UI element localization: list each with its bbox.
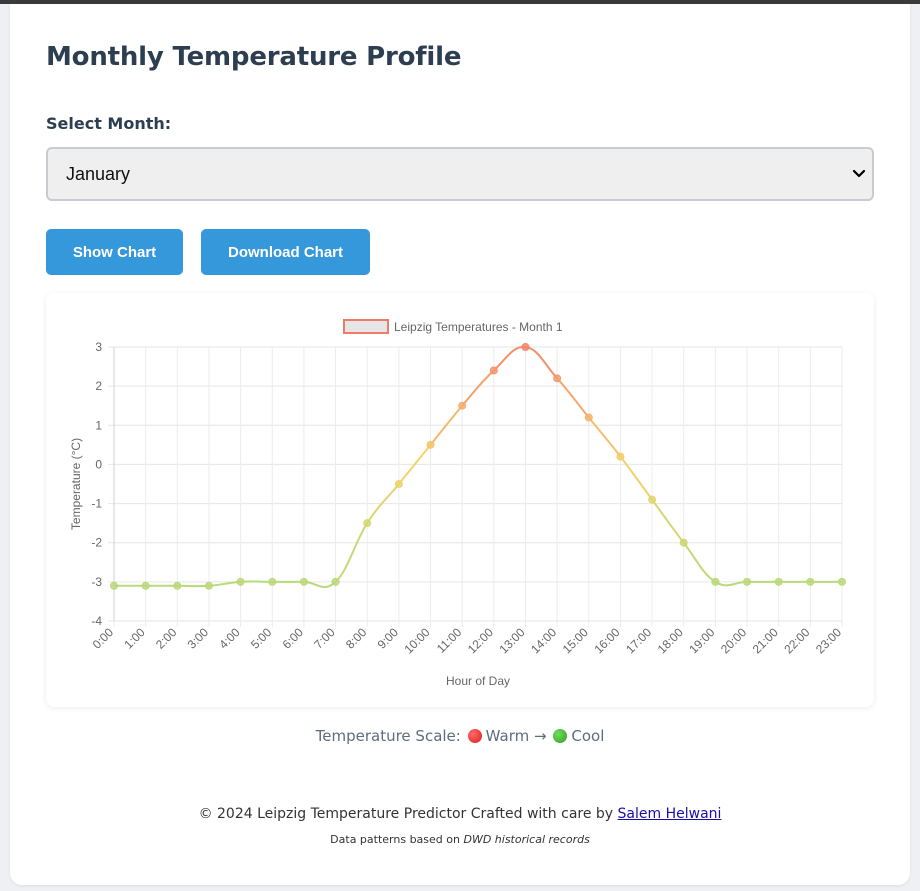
series-line-segment	[461, 369, 495, 407]
data-point	[394, 480, 403, 488]
x-tick-label: 12:00	[465, 625, 496, 656]
data-point	[521, 343, 530, 351]
series-line-segment	[588, 416, 622, 458]
data-point	[711, 577, 720, 586]
footer-credit: © 2024 Leipzig Temperature Predictor Cra…	[10, 806, 910, 822]
series-line-segment	[366, 483, 400, 524]
x-tick-label: 17:00	[623, 625, 654, 656]
y-tick-label: -3	[91, 575, 102, 589]
data-point	[236, 577, 245, 586]
data-point	[299, 577, 308, 586]
series-line-segment	[334, 522, 369, 583]
y-tick-label: 0	[95, 457, 102, 471]
author-link[interactable]: Salem Helwani	[617, 806, 722, 822]
x-tick-label: 6:00	[280, 625, 307, 652]
x-tick-label: 5:00	[248, 625, 275, 652]
scale-arrow: →	[534, 727, 547, 745]
y-tick-label: 1	[95, 418, 102, 432]
top-border	[0, 0, 920, 4]
series-line-segment	[714, 580, 748, 587]
data-point	[584, 413, 593, 422]
data-point	[426, 440, 435, 449]
x-tick-label: 14:00	[528, 625, 559, 656]
x-tick-label: 16:00	[591, 625, 622, 656]
legend-label: Leipzig Temperatures - Month 1	[394, 320, 563, 334]
data-point	[363, 519, 372, 528]
x-tick-label: 21:00	[750, 625, 781, 656]
month-select-value: January	[66, 164, 131, 184]
y-tick-label: 2	[95, 379, 102, 393]
scale-warm: Warm	[485, 727, 530, 745]
legend-swatch	[343, 319, 389, 334]
x-tick-label: 22:00	[781, 625, 812, 656]
data-point	[110, 581, 118, 590]
data-point	[616, 452, 625, 461]
data-point	[679, 538, 688, 547]
series-line-segment	[619, 455, 653, 501]
download-chart-button[interactable]: Download Chart	[201, 229, 370, 275]
cool-circle-icon	[553, 729, 568, 743]
x-tick-label: 2:00	[153, 625, 180, 652]
series-line-segment	[651, 499, 685, 544]
data-point	[173, 581, 182, 590]
x-tick-label: 11:00	[434, 625, 465, 656]
x-tick-label: 23:00	[813, 625, 844, 656]
scale-prefix: Temperature Scale:	[315, 727, 461, 745]
series-line-segment	[525, 346, 558, 379]
x-tick-label: 19:00	[686, 625, 717, 656]
page-title: Monthly Temperature Profile	[46, 42, 462, 72]
x-tick-label: 0:00	[90, 625, 117, 652]
footer-credit-text: © 2024 Leipzig Temperature Predictor Cra…	[198, 806, 614, 822]
y-tick-label: 3	[95, 340, 102, 354]
x-tick-label: 10:00	[402, 625, 433, 656]
data-point	[648, 495, 657, 504]
x-tick-label: 8:00	[343, 625, 370, 652]
footer-source: Data patterns based on DWD historical re…	[10, 833, 910, 846]
data-point	[838, 577, 846, 586]
footer-source-text: Data patterns based on	[330, 833, 460, 846]
temperature-scale: Temperature Scale: Warm → Cool	[10, 727, 910, 745]
x-tick-label: 3:00	[185, 625, 212, 652]
x-tick-label: 15:00	[560, 625, 591, 656]
data-point	[774, 577, 783, 586]
y-tick-label: -2	[91, 536, 102, 550]
data-point	[489, 366, 498, 375]
series-line-segment	[303, 580, 337, 589]
series-line-segment	[398, 444, 432, 485]
x-tick-label: 18:00	[655, 625, 686, 656]
scale-cool: Cool	[571, 727, 605, 745]
y-tick-label: -4	[91, 614, 102, 628]
chart-container: 3 2 1 0 -1 -2 -3 -4 0:00 1:00 2:00 3:00 4:00 5:00 6:00…	[46, 293, 874, 707]
series-line-segment	[493, 345, 526, 372]
data-point	[553, 374, 562, 383]
x-axis-title: Hour of Day	[446, 674, 510, 688]
data-point	[331, 577, 340, 586]
warm-circle-icon	[467, 729, 482, 743]
series-line-segment	[208, 580, 241, 587]
data-point	[806, 577, 815, 586]
series-line-segment	[682, 542, 716, 583]
series-line-segment	[556, 377, 590, 419]
y-axis-title: Temperature (°C)	[69, 438, 83, 530]
x-tick-label: 4:00	[216, 625, 243, 652]
chevron-down-icon	[852, 169, 866, 178]
month-select-label: Select Month:	[46, 114, 172, 133]
temperature-chart: 3 2 1 0 -1 -2 -3 -40:00 1:00 2:00 3:00 4:00 5:00 6:00…	[69, 319, 846, 688]
data-point	[743, 577, 752, 586]
data-point	[204, 581, 213, 590]
x-tick-label: 1:00	[121, 625, 148, 652]
main-card: Monthly Temperature Profile Select Month…	[10, 4, 910, 885]
series-line-segment	[429, 405, 463, 446]
data-point	[458, 401, 467, 410]
y-tick-label: -1	[91, 497, 102, 511]
month-select[interactable]: January	[46, 147, 874, 201]
data-point	[268, 577, 277, 586]
show-chart-button[interactable]: Show Chart	[46, 229, 183, 275]
x-tick-label: 13:00	[496, 625, 527, 656]
x-tick-label: 7:00	[311, 625, 338, 652]
x-tick-label: 9:00	[375, 625, 402, 652]
x-tick-label: 20:00	[718, 625, 749, 656]
data-point	[141, 581, 150, 590]
footer-source-name: DWD historical records	[463, 833, 590, 846]
